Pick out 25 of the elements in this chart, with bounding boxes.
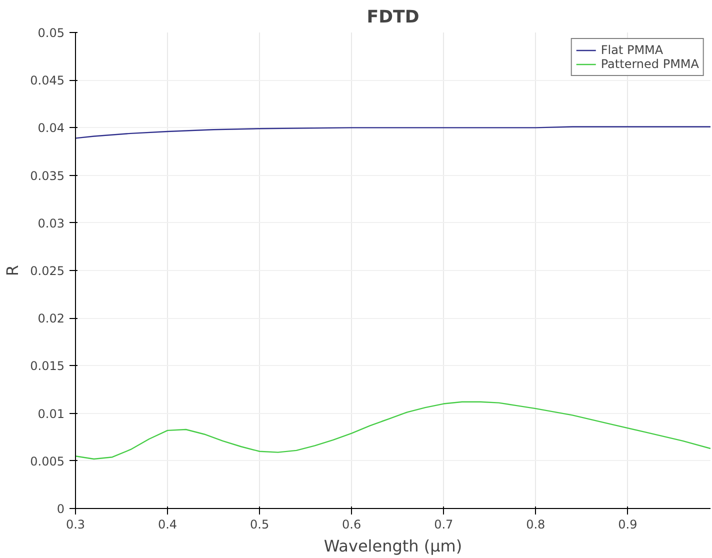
- y-tick-label: 0.05: [38, 26, 64, 40]
- y-tick-label: 0.04: [38, 121, 64, 136]
- y-tick-label: 0.035: [30, 168, 65, 183]
- y-tick-label: 0.015: [30, 359, 65, 374]
- y-tick-label: 0.005: [30, 454, 65, 468]
- y-tick-label: 0: [56, 502, 65, 516]
- x-tick-label: 0.4: [158, 518, 178, 532]
- line-series: [76, 126, 710, 139]
- y-axis-title: R: [3, 264, 22, 276]
- line-series: [76, 401, 710, 460]
- legend-label: Patterned PMMA: [600, 57, 699, 71]
- y-tick-label: 0.045: [30, 74, 65, 88]
- x-tick-label: 0.8: [526, 518, 546, 532]
- y-tick-label: 0.03: [38, 216, 64, 230]
- y-tick-label: 0.02: [38, 312, 64, 326]
- x-tick-label: 0.6: [342, 518, 362, 532]
- y-tick-label: 0.01: [38, 406, 64, 421]
- legend-label: Flat PMMA: [600, 43, 664, 57]
- x-tick-label: 0.5: [250, 518, 270, 532]
- x-tick-label: 0.3: [66, 518, 86, 532]
- x-axis-title: Wavelength (µm): [324, 536, 462, 556]
- y-tick-label: 0.025: [30, 264, 65, 278]
- x-tick-label: 0.7: [434, 518, 454, 532]
- chart-title: FDTD: [366, 8, 420, 28]
- x-tick-label: 0.9: [618, 518, 638, 532]
